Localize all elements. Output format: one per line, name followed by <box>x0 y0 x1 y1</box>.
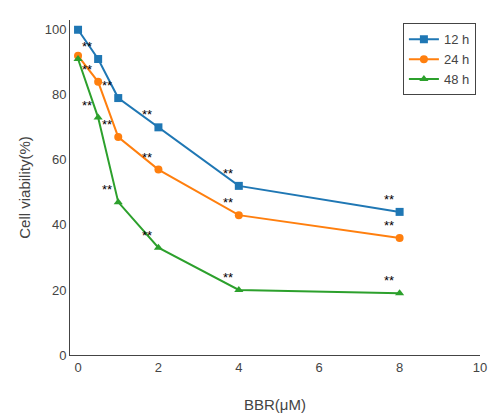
svg-text:**: ** <box>142 107 152 122</box>
svg-text:Cell viability(%): Cell viability(%) <box>16 136 33 239</box>
svg-text:80: 80 <box>52 87 66 102</box>
svg-text:60: 60 <box>52 152 66 167</box>
svg-text:**: ** <box>102 117 112 132</box>
svg-text:**: ** <box>223 270 233 285</box>
svg-text:10: 10 <box>473 360 487 375</box>
svg-text:**: ** <box>82 39 92 54</box>
svg-text:48 h: 48 h <box>444 72 469 87</box>
svg-text:0: 0 <box>74 360 81 375</box>
svg-text:**: ** <box>82 62 92 77</box>
svg-text:24 h: 24 h <box>444 52 469 67</box>
svg-text:**: ** <box>223 195 233 210</box>
svg-text:**: ** <box>384 218 394 233</box>
svg-text:0: 0 <box>59 348 66 363</box>
svg-text:**: ** <box>142 228 152 243</box>
svg-text:**: ** <box>102 78 112 93</box>
svg-text:**: ** <box>384 192 394 207</box>
svg-text:**: ** <box>102 182 112 197</box>
svg-text:**: ** <box>82 98 92 113</box>
svg-text:**: ** <box>223 166 233 181</box>
svg-text:**: ** <box>384 273 394 288</box>
svg-text:**: ** <box>142 150 152 165</box>
svg-text:2: 2 <box>155 360 162 375</box>
svg-text:BBR(μM): BBR(μM) <box>244 396 306 413</box>
svg-text:8: 8 <box>396 360 403 375</box>
svg-text:4: 4 <box>235 360 242 375</box>
svg-text:20: 20 <box>52 283 66 298</box>
svg-text:100: 100 <box>45 22 67 37</box>
svg-text:6: 6 <box>316 360 323 375</box>
svg-text:12 h: 12 h <box>444 32 469 47</box>
svg-text:40: 40 <box>52 217 66 232</box>
